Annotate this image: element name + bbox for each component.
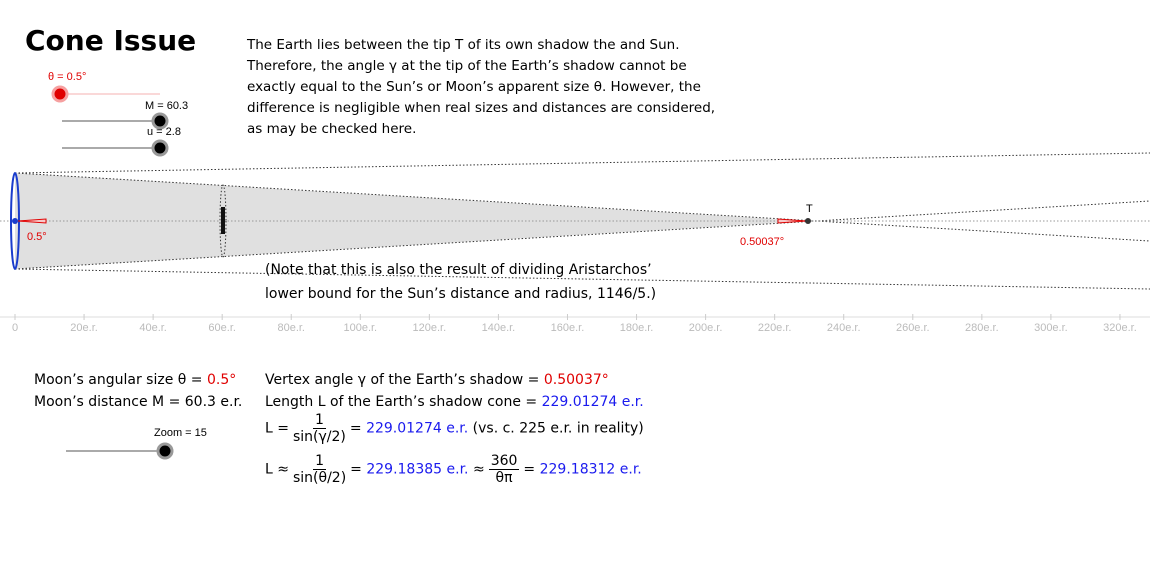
tick-label: 300e.r. [1034, 322, 1068, 334]
slider-knob[interactable] [51, 85, 69, 103]
line: Therefore, the angle γ at the tip of the… [247, 58, 687, 74]
formula: L ≈1 sin(θ/2) = 229.18385 e.r. ≈360 θπ = 229… [265, 453, 642, 486]
angle-label: 0.50037° [740, 236, 784, 248]
tip-point [805, 218, 811, 224]
tick-label: 100e.r. [343, 322, 377, 334]
numerator: 1 [312, 412, 326, 429]
numerator: 1 [313, 453, 327, 470]
line: Length L of the Earth’s shadow cone = 22… [265, 391, 644, 413]
construction-lines [0, 152, 1150, 290]
moon-segment [221, 207, 225, 234]
title: Cone Issue [25, 24, 197, 57]
denominator: sin(γ/2) [292, 429, 346, 445]
line: Vertex angle γ of the Earth’s shadow = 0… [265, 369, 644, 391]
tick-label: 120e.r. [413, 322, 447, 334]
value: 229.01274 e.r. [366, 420, 469, 437]
fraction: 360 θπ [488, 453, 520, 486]
earth-center [12, 218, 18, 224]
tick-label: 180e.r. [620, 322, 654, 334]
text: Vertex angle γ of the Earth’s shadow = [265, 372, 544, 388]
formula: L = 1 sin(γ/2) = 229.01274 e.r. (vs. c. 225… [265, 412, 644, 445]
line: Moon’s angular size θ = 0.5° [34, 369, 242, 391]
fraction: 1 sin(γ/2) [293, 412, 346, 445]
slider-label: M = 60.3 [145, 100, 188, 112]
denominator: sin(θ/2) [292, 470, 347, 486]
line: The Earth lies between the tip T of its … [247, 37, 680, 53]
tick-label: 0 [12, 322, 18, 334]
numerator: 360 [488, 453, 520, 470]
slider-label: θ = 0.5° [48, 71, 86, 83]
line: difference is negligible when real sizes… [247, 100, 716, 116]
value: 0.50037° [543, 372, 609, 388]
fraction: 1 sin(θ/2) [293, 453, 346, 486]
tick-label: 140e.r. [482, 322, 516, 334]
note: (vs. c. 225 e.r. in reality) [472, 420, 644, 437]
line: Moon’s distance M = 60.3 e.r. [34, 394, 243, 410]
tick-label: 260e.r. [896, 322, 930, 334]
point-label: T [806, 203, 813, 215]
value: 229.18385 e.r. [366, 461, 469, 478]
line: exactly equal to the Sun’s or Moon’s app… [247, 79, 701, 95]
angle-marker [777, 218, 807, 224]
tick-label: 320e.r. [1103, 322, 1137, 334]
slider-knob[interactable] [151, 139, 169, 157]
results: Vertex angle γ of the Earth’s shadow = 0… [265, 369, 644, 413]
lhs: L ≈ [265, 461, 289, 478]
note: (Note that this is also the result of di… [265, 258, 656, 306]
angle-marker [17, 218, 47, 224]
line: (Note that this is also the result of di… [265, 262, 652, 278]
text: Moon’s angular size θ = [34, 372, 207, 388]
line: as may be checked here. [247, 121, 417, 137]
description: The Earth lies between the tip T of its … [247, 35, 715, 140]
tick-label: 220e.r. [758, 322, 792, 334]
value: 229.18312 e.r. [539, 461, 642, 478]
tick-label: 240e.r. [827, 322, 861, 334]
angle-label: 0.5° [27, 231, 47, 243]
slider-knob[interactable] [151, 112, 169, 130]
lhs: L = [265, 420, 289, 437]
tick-label: 280e.r. [965, 322, 999, 334]
approx: ≈ [472, 461, 485, 478]
eq: = [350, 461, 362, 478]
value: 0.5° [206, 372, 237, 388]
tick-label: 40e.r. [139, 322, 167, 334]
denominator: θπ [495, 470, 513, 486]
text: Length L of the Earth’s shadow cone = [265, 394, 542, 410]
slider-label: u = 2.8 [147, 126, 181, 138]
tick-label: 60e.r. [208, 322, 236, 334]
value: 229.01274 e.r. [541, 394, 644, 410]
tick-label: 200e.r. [689, 322, 723, 334]
shadow-cone [15, 173, 808, 269]
slider-label: Zoom = 15 [154, 427, 207, 439]
tick-label: 20e.r. [70, 322, 98, 334]
line: lower bound for the Sun’s distance and r… [265, 286, 657, 302]
tick-label: 160e.r. [551, 322, 585, 334]
eq: = [523, 461, 536, 478]
tick-label: 80e.r. [277, 322, 305, 334]
slider-knob[interactable] [156, 442, 174, 460]
eq: = [349, 420, 362, 437]
info: Moon’s angular size θ = 0.5° Moon’s dist… [34, 369, 242, 413]
